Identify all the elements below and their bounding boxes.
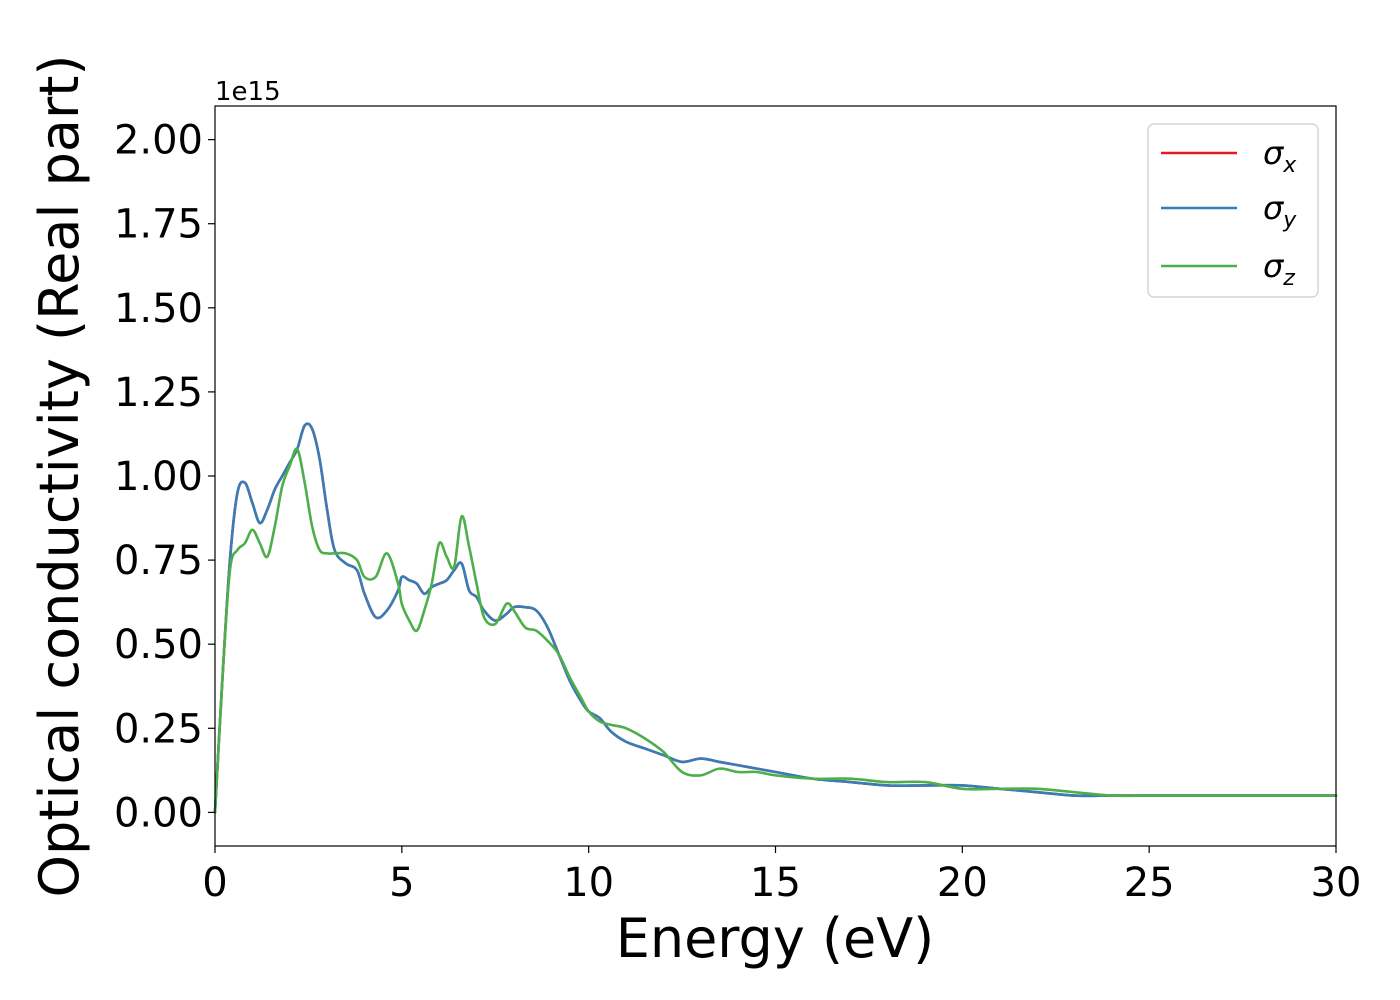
x-tick-label: 25 bbox=[1124, 860, 1175, 906]
y-tick-label: 1.00 bbox=[114, 454, 203, 500]
legend-symbol: σ bbox=[1263, 134, 1285, 172]
x-axis-label: Energy (eV) bbox=[616, 907, 935, 970]
y-tick-label: 1.25 bbox=[114, 370, 203, 416]
x-tick-label: 5 bbox=[389, 860, 414, 906]
y-tick-label: 1.50 bbox=[114, 286, 203, 332]
x-tick-label: 10 bbox=[563, 860, 614, 906]
series-line-z bbox=[213, 447, 1338, 814]
x-tick-label: 20 bbox=[937, 860, 988, 906]
legend-frame bbox=[1147, 123, 1319, 298]
legend-subscript: x bbox=[1282, 153, 1297, 178]
y-tick-label: 1.75 bbox=[114, 202, 203, 248]
y-axis-label: Optical conductivity (Real part) bbox=[28, 55, 91, 898]
x-tick-label: 0 bbox=[202, 860, 227, 906]
legend-subscript: z bbox=[1282, 266, 1295, 291]
y-offset-label: 1e15 bbox=[215, 77, 281, 107]
legend-label-x: σx bbox=[1263, 134, 1297, 178]
legend-symbol: σ bbox=[1263, 247, 1285, 285]
y-tick-label: 0.75 bbox=[114, 538, 203, 584]
x-tick-label: 30 bbox=[1311, 860, 1362, 906]
y-tick-label: 2.00 bbox=[114, 118, 203, 164]
legend-label-y: σy bbox=[1263, 189, 1297, 233]
legend-subscript: y bbox=[1282, 208, 1297, 233]
y-axis: 0.00 0.25 0.50 0.75 1.00 1.25 1.50 1.75 2.00 bbox=[114, 118, 215, 836]
y-tick-label: 0.50 bbox=[114, 622, 203, 668]
y-tick-label: 0.00 bbox=[114, 790, 203, 836]
legend-label-z: σz bbox=[1263, 247, 1295, 291]
series-layer bbox=[213, 422, 1338, 814]
x-tick-label: 15 bbox=[750, 860, 801, 906]
x-axis: 0 5 10 15 20 25 30 bbox=[202, 846, 1361, 906]
legend-symbol: σ bbox=[1263, 189, 1285, 227]
y-tick-label: 0.25 bbox=[114, 706, 203, 752]
